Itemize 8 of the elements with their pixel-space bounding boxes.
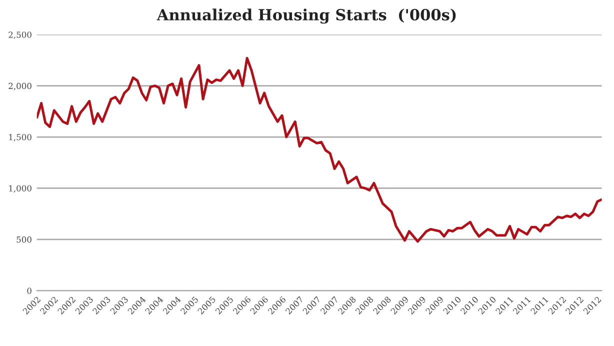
line-series [36,56,602,243]
y-tick-label: 0 [27,288,32,294]
y-tick-label: 1,500 [9,134,32,142]
y-tick-label: 2,500 [8,32,32,39]
chart-title: Annualized Housing Starts ('000s) [156,8,456,24]
y-tick-label: 2,000 [8,82,32,90]
y-tick-label: 500 [16,236,32,243]
y-tick-label: 1,000 [9,185,32,193]
